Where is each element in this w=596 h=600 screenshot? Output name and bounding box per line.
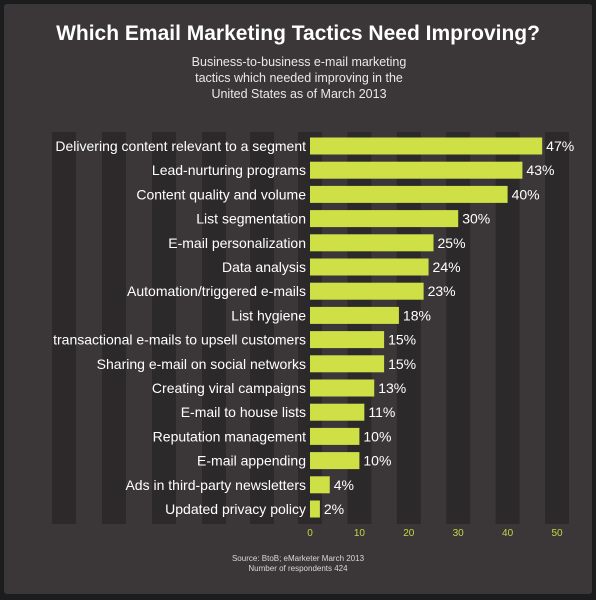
value-label: 18% — [403, 307, 431, 323]
subtitle-line: tactics which needed improving in the — [195, 71, 403, 85]
value-label: 10% — [363, 428, 391, 444]
category-label: E-mail appending — [197, 453, 306, 469]
bar — [310, 427, 360, 445]
category-label: E-mail to house lists — [181, 404, 306, 420]
grid-band — [545, 132, 569, 524]
category-label: Updated privacy policy — [165, 501, 306, 517]
bar-chart: Delivering content relevant to a segment… — [52, 132, 574, 539]
grid-band — [152, 132, 176, 524]
bar — [310, 403, 365, 421]
x-tick-label: 40 — [502, 528, 514, 539]
category-label: List segmentation — [196, 211, 306, 227]
value-label: 15% — [388, 332, 416, 348]
value-label: 40% — [512, 186, 540, 202]
x-axis-ticks: 0 10 20 30 40 50 — [307, 528, 563, 539]
bar — [310, 258, 429, 276]
x-tick-label: 20 — [403, 528, 415, 539]
category-label: List hygiene — [231, 307, 306, 323]
source-line: Number of respondents 424 — [248, 564, 348, 573]
category-label: Automation/triggered e-mails — [127, 283, 306, 299]
category-label: transactional e-mails to upsell customer… — [53, 332, 306, 348]
bar — [310, 137, 543, 155]
category-labels: Delivering content relevant to a segment… — [53, 138, 306, 517]
value-label: 2% — [324, 501, 344, 517]
category-label: Ads in third-party newsletters — [125, 477, 306, 493]
value-label: 13% — [378, 380, 406, 396]
x-tick-label: 30 — [453, 528, 465, 539]
x-tick-label: 10 — [354, 528, 366, 539]
bar — [310, 500, 320, 518]
grid-band — [52, 132, 76, 524]
bar — [310, 282, 424, 300]
chart-subtitle: Business-to-business e-mail marketing ta… — [134, 54, 464, 102]
category-label: Content quality and volume — [136, 186, 306, 202]
bar — [310, 306, 399, 324]
category-label: Reputation management — [153, 428, 306, 444]
bars — [310, 137, 543, 518]
grid-band — [102, 132, 126, 524]
category-label: Lead-nurturing programs — [152, 162, 306, 178]
grid-band — [250, 132, 274, 524]
value-labels: 47% 43% 40% 30% 25% 24% 23% 18% 15% 15% 13% 11% 10% 1… — [324, 138, 574, 517]
category-label: E-mail personalization — [168, 235, 306, 251]
value-label: 10% — [363, 453, 391, 469]
bar — [310, 185, 508, 203]
subtitle-line: Business-to-business e-mail marketing — [191, 55, 407, 69]
x-tick-label: 50 — [551, 528, 563, 539]
value-label: 43% — [526, 162, 554, 178]
source-note: Source: BtoB; eMarketer March 2013 Numbe… — [204, 554, 392, 574]
grid-band — [495, 132, 520, 524]
grid-band — [202, 132, 226, 524]
bar — [310, 355, 385, 373]
source-line: Source: BtoB; eMarketer March 2013 — [231, 554, 365, 563]
value-label: 15% — [388, 356, 416, 372]
value-label: 30% — [462, 211, 490, 227]
bar — [310, 210, 459, 228]
chart-card: Which Email Marketing Tactics Need Impro… — [4, 4, 592, 594]
category-label: Creating viral campaigns — [152, 380, 306, 396]
subtitle-line: United States as of March 2013 — [211, 87, 387, 101]
category-label: Data analysis — [222, 259, 306, 275]
bar — [310, 379, 375, 397]
bar — [310, 452, 360, 470]
category-label: Delivering content relevant to a segment — [55, 138, 306, 154]
bar — [310, 161, 523, 179]
value-label: 11% — [368, 404, 395, 420]
chart-title: Which Email Marketing Tactics Need Impro… — [56, 22, 540, 45]
bar — [310, 331, 385, 349]
value-label: 24% — [433, 259, 461, 275]
bar — [310, 476, 330, 494]
bar — [310, 234, 434, 252]
value-label: 47% — [546, 138, 574, 154]
value-label: 4% — [334, 477, 354, 493]
value-label: 25% — [438, 235, 466, 251]
x-tick-label: 0 — [307, 528, 313, 539]
category-label: Sharing e-mail on social networks — [97, 356, 306, 372]
value-label: 23% — [428, 283, 456, 299]
